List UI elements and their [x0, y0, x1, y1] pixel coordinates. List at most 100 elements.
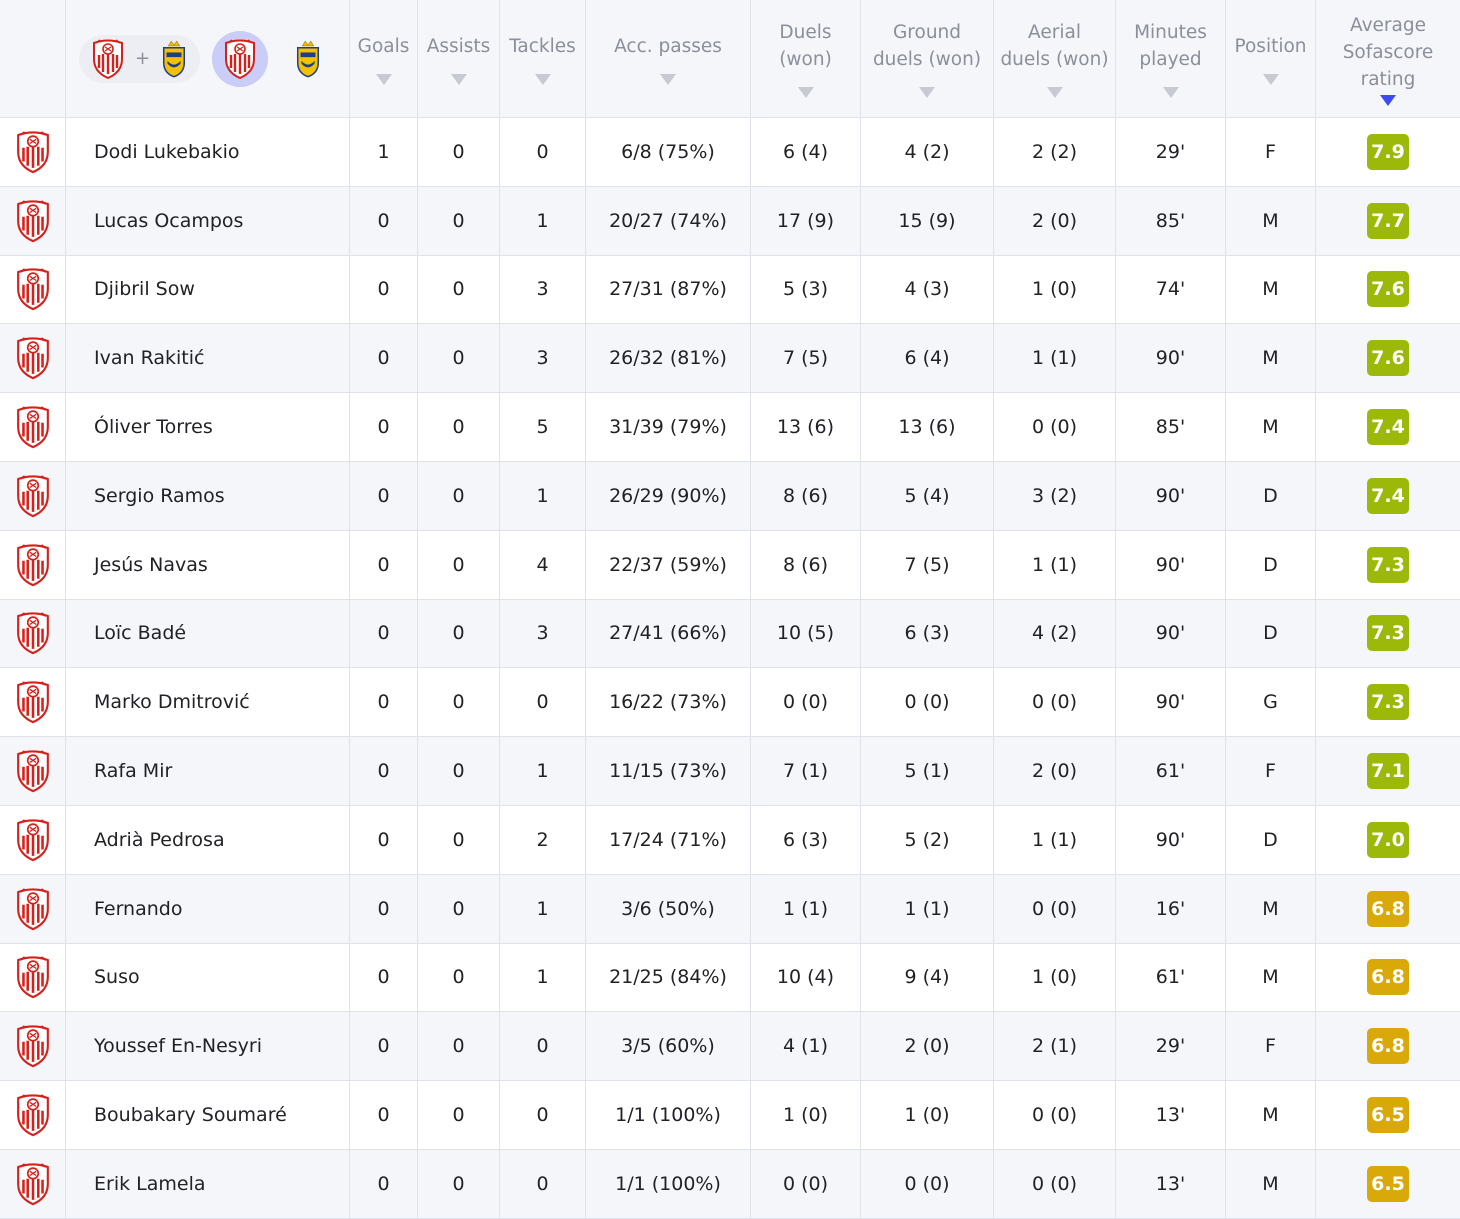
stat-assists: 0	[418, 461, 500, 531]
sevilla-crest-icon	[0, 461, 66, 531]
rating-badge[interactable]: 7.9	[1367, 133, 1409, 170]
rating-badge[interactable]: 7.1	[1367, 753, 1409, 790]
stat-position: G	[1226, 668, 1316, 738]
player-name-link[interactable]: Boubakary Soumaré	[66, 1081, 350, 1150]
column-header-minutes-played[interactable]: Minutes played	[1116, 0, 1226, 118]
column-header-goals[interactable]: Goals	[350, 0, 418, 118]
rating-badge[interactable]: 6.5	[1367, 1097, 1409, 1134]
sort-arrow-active-icon[interactable]	[1380, 94, 1396, 106]
sort-arrow-icon[interactable]	[1162, 87, 1179, 98]
stat-ground: 5 (4)	[861, 461, 994, 531]
player-name-link[interactable]: Rafa Mir	[66, 737, 350, 806]
column-header-ground-duels[interactable]: Ground duels (won)	[861, 0, 994, 118]
stat-position: D	[1226, 530, 1316, 600]
sort-arrow-icon[interactable]	[534, 73, 551, 85]
stat-minutes: 90'	[1116, 805, 1226, 875]
stat-duels: 6 (4)	[751, 118, 861, 187]
player-name-link[interactable]: Sergio Ramos	[66, 461, 350, 531]
rating-badge[interactable]: 7.6	[1367, 271, 1409, 308]
stat-passes: 3/6 (50%)	[586, 874, 751, 944]
column-header-assists[interactable]: Assists	[418, 0, 500, 118]
sort-arrow-icon[interactable]	[375, 73, 392, 85]
stat-goals: 0	[350, 186, 418, 256]
player-name-link[interactable]: Suso	[66, 943, 350, 1013]
rating-badge[interactable]: 6.8	[1367, 959, 1409, 996]
sevilla-team-toggle[interactable]	[212, 30, 269, 87]
player-name-link[interactable]: Loïc Badé	[66, 599, 350, 669]
stat-tackles: 3	[500, 324, 586, 394]
player-name-link[interactable]: Marko Dmitrović	[66, 668, 350, 738]
player-name-link[interactable]: Jesús Navas	[66, 530, 350, 600]
column-header-average-rating[interactable]: Average Sofascore rating	[1316, 0, 1460, 118]
rating-cell: 7.4	[1316, 393, 1460, 462]
rating-badge[interactable]: 7.3	[1367, 684, 1409, 721]
column-header-position[interactable]: Position	[1226, 0, 1316, 118]
player-name-link[interactable]: Óliver Torres	[66, 393, 350, 462]
stat-tackles: 5	[500, 393, 586, 462]
rating-cell: 6.8	[1316, 874, 1460, 944]
rating-badge[interactable]: 6.5	[1367, 1165, 1409, 1202]
sevilla-crest-icon	[0, 255, 66, 325]
stat-minutes: 61'	[1116, 737, 1226, 806]
stat-ground: 4 (3)	[861, 255, 994, 325]
stat-ground: 0 (0)	[861, 1149, 994, 1219]
player-name-link[interactable]: Youssef En-Nesyri	[66, 1012, 350, 1082]
player-name-link[interactable]: Erik Lamela	[66, 1149, 350, 1219]
rating-badge[interactable]: 7.7	[1367, 202, 1409, 239]
rating-badge[interactable]: 7.4	[1367, 409, 1409, 446]
stat-minutes: 13'	[1116, 1081, 1226, 1150]
player-name-link[interactable]: Adrià Pedrosa	[66, 805, 350, 875]
stat-tackles: 1	[500, 874, 586, 944]
column-header-duels[interactable]: Duels (won)	[751, 0, 861, 118]
stat-aerial: 0 (0)	[994, 393, 1116, 462]
stat-goals: 0	[350, 943, 418, 1013]
column-header-tackles[interactable]: Tackles	[500, 0, 586, 118]
stat-passes: 1/1 (100%)	[586, 1149, 751, 1219]
rating-badge[interactable]: 6.8	[1367, 1028, 1409, 1065]
sort-arrow-icon[interactable]	[450, 73, 467, 85]
sort-arrow-icon[interactable]	[1262, 73, 1279, 85]
player-name-link[interactable]: Dodi Lukebakio	[66, 118, 350, 187]
stat-assists: 0	[418, 1149, 500, 1219]
stat-minutes: 13'	[1116, 1149, 1226, 1219]
both-teams-toggle[interactable]: +	[78, 34, 201, 83]
column-header-aerial-duels[interactable]: Aerial duels (won)	[994, 0, 1116, 118]
stat-goals: 0	[350, 1012, 418, 1082]
player-name-link[interactable]: Djibril Sow	[66, 255, 350, 325]
rating-badge[interactable]: 6.8	[1367, 890, 1409, 927]
rating-badge[interactable]: 7.3	[1367, 615, 1409, 652]
sort-arrow-icon[interactable]	[1046, 87, 1063, 98]
stat-tackles: 0	[500, 1081, 586, 1150]
player-name-link[interactable]: Fernando	[66, 874, 350, 944]
stat-aerial: 4 (2)	[994, 599, 1116, 669]
sort-arrow-icon[interactable]	[797, 87, 814, 98]
player-name-link[interactable]: Ivan Rakitić	[66, 324, 350, 394]
rating-badge[interactable]: 7.3	[1367, 546, 1409, 583]
stat-aerial: 0 (0)	[994, 1081, 1116, 1150]
stat-passes: 31/39 (79%)	[586, 393, 751, 462]
column-header-label: Average Sofascore rating	[1342, 14, 1434, 90]
stat-aerial: 1 (1)	[994, 530, 1116, 600]
header-crest-cell	[0, 0, 66, 118]
rating-badge[interactable]: 7.0	[1367, 821, 1409, 858]
rating-cell: 7.1	[1316, 737, 1460, 806]
stat-position: M	[1226, 255, 1316, 325]
rating-cell: 7.6	[1316, 256, 1460, 325]
sort-arrow-icon[interactable]	[660, 73, 676, 85]
stat-tackles: 3	[500, 255, 586, 325]
column-header-acc-passes[interactable]: Acc. passes	[586, 0, 751, 118]
sort-arrow-icon[interactable]	[919, 87, 935, 98]
stat-minutes: 29'	[1116, 1012, 1226, 1082]
stat-aerial: 1 (1)	[994, 805, 1116, 875]
sevilla-crest-icon	[0, 874, 66, 944]
las-palmas-team-toggle[interactable]	[280, 31, 336, 87]
player-name-link[interactable]: Lucas Ocampos	[66, 186, 350, 256]
rating-cell: 7.0	[1316, 806, 1460, 875]
stat-ground: 13 (6)	[861, 393, 994, 462]
stat-position: F	[1226, 1012, 1316, 1082]
stat-aerial: 1 (0)	[994, 255, 1116, 325]
rating-badge[interactable]: 7.4	[1367, 477, 1409, 514]
stat-minutes: 74'	[1116, 255, 1226, 325]
rating-badge[interactable]: 7.6	[1367, 340, 1409, 377]
stat-goals: 0	[350, 461, 418, 531]
